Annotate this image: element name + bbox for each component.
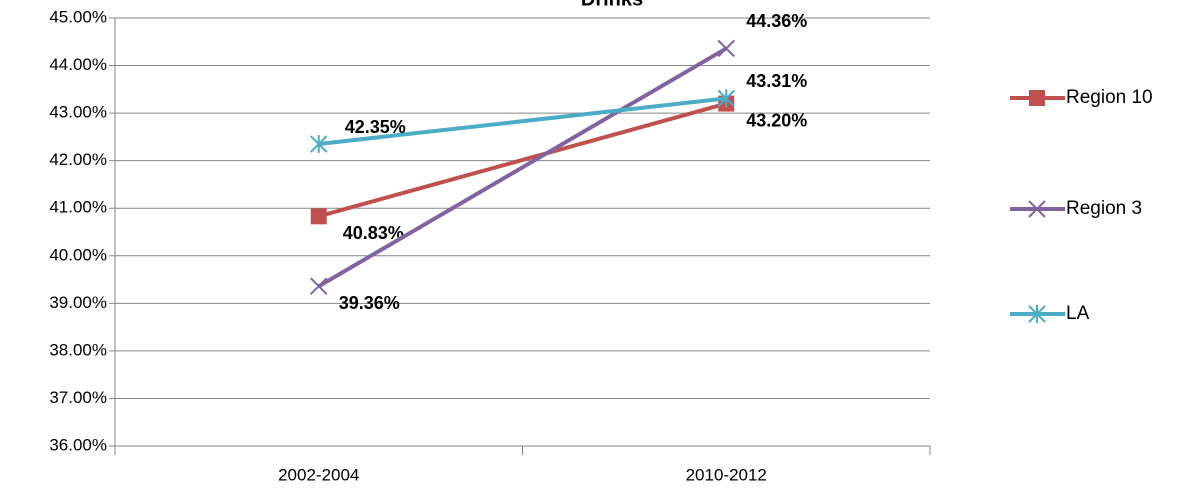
chart-title: Drinks (581, 0, 643, 10)
y-tick-label: 37.00% (49, 388, 107, 407)
data-label: 39.36% (339, 293, 400, 313)
series-line (318, 101, 727, 219)
y-tick-label: 44.00% (49, 55, 107, 74)
series-line (317, 46, 728, 288)
data-label: 44.36% (746, 11, 807, 31)
marker (310, 208, 327, 225)
x-tick-label: 2010-2012 (686, 465, 767, 484)
marker-square (1029, 90, 1045, 106)
data-label: 43.31% (746, 71, 807, 91)
marker (717, 39, 735, 58)
marker-stroke (717, 39, 735, 58)
marker (310, 135, 328, 154)
legend-label: Region 3 (1066, 198, 1142, 219)
x-tick-label: 2002-2004 (278, 465, 359, 484)
data-label: 42.35% (345, 117, 406, 137)
marker-stroke (310, 277, 328, 295)
y-tick-label: 41.00% (49, 198, 107, 217)
marker (1028, 305, 1046, 323)
legend-label: Region 10 (1066, 87, 1153, 108)
marker (717, 89, 735, 108)
y-tick-label: 36.00% (49, 435, 107, 454)
data-label: 40.83% (343, 223, 404, 243)
legend-label: LA (1066, 303, 1090, 324)
marker-square (310, 208, 327, 225)
marker-stroke (1028, 200, 1046, 218)
marker (1029, 90, 1045, 106)
y-tick-label: 42.00% (49, 150, 107, 169)
y-tick-label: 39.00% (49, 293, 107, 312)
marker (1028, 200, 1046, 218)
y-tick-label: 40.00% (49, 245, 107, 264)
marker (310, 277, 328, 295)
y-tick-label: 43.00% (49, 103, 107, 122)
y-tick-label: 45.00% (49, 7, 107, 26)
series-line (318, 96, 727, 147)
data-label: 43.20% (746, 110, 807, 130)
y-tick-label: 38.00% (49, 340, 107, 359)
